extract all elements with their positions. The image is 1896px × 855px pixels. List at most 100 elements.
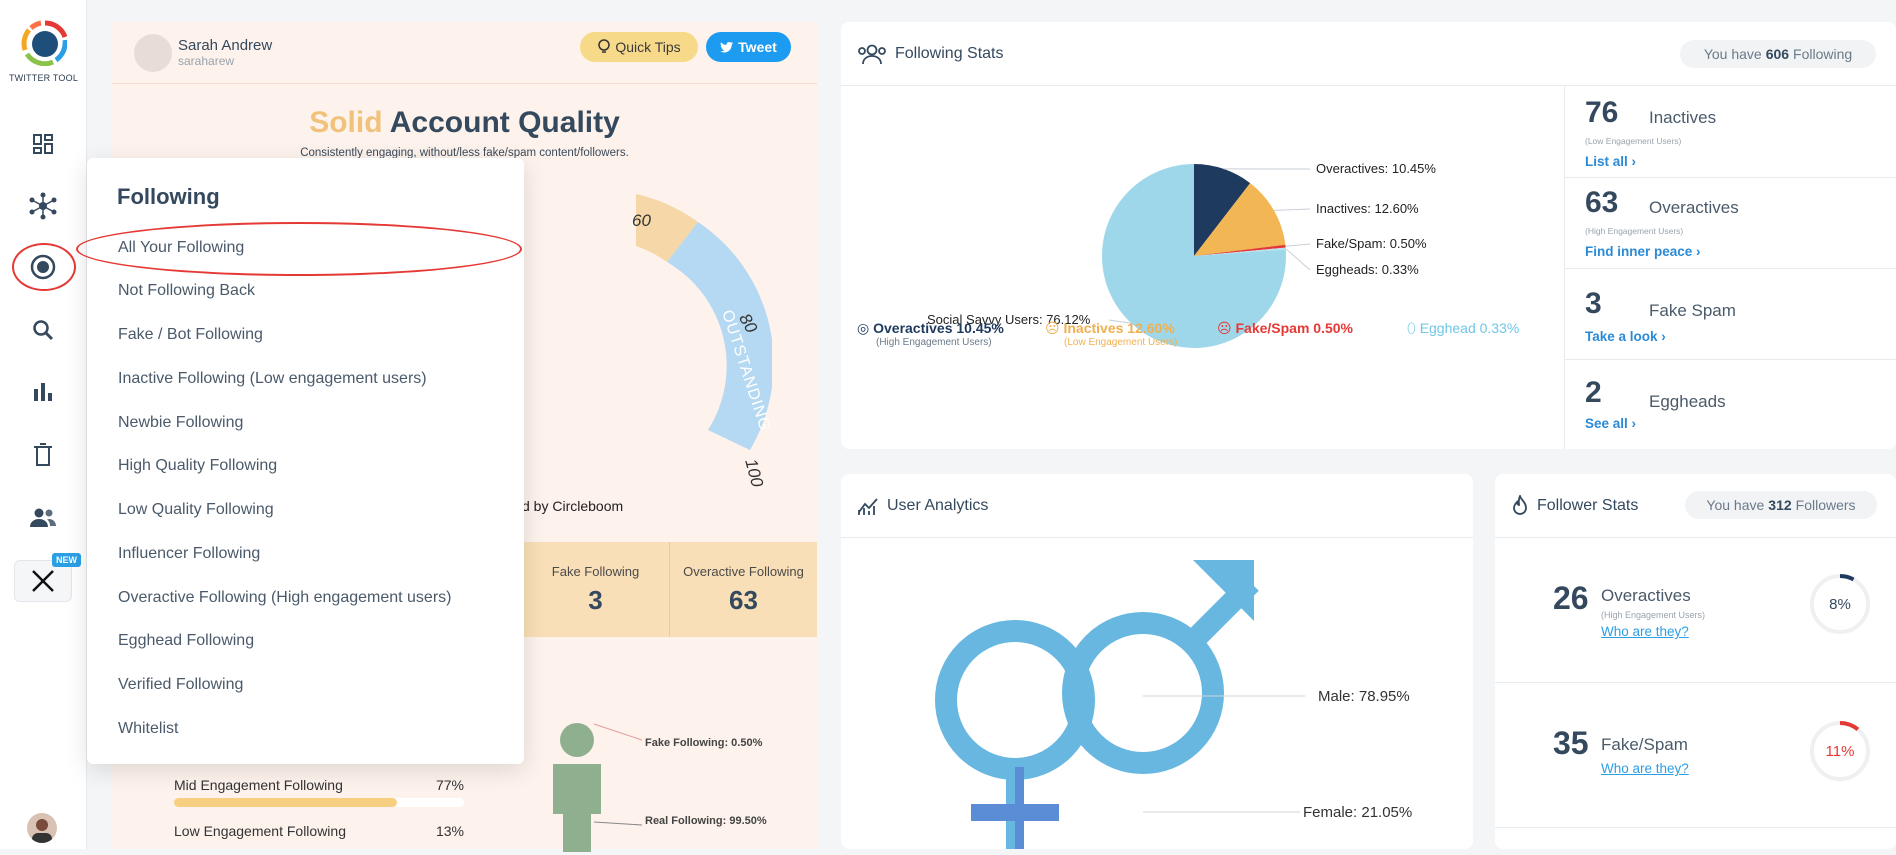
side-label: Overactives (1649, 198, 1739, 218)
following-dropdown: Following All Your Following Not Followi… (87, 158, 524, 764)
side-num: 76 (1585, 96, 1618, 130)
sidebar: TWITTER TOOL NEW (0, 0, 87, 849)
pill-count: 606 (1766, 46, 1789, 62)
legend-sub: (Low Engagement Users) (1064, 337, 1177, 348)
menu-item-low-quality[interactable]: Low Quality Following (118, 501, 274, 519)
delete-icon[interactable] (23, 435, 63, 475)
follower-fake-row: 35 Fake/Spam Who are they? 11% (1495, 683, 1896, 828)
dashboard-icon[interactable] (23, 124, 63, 164)
legend-overactives-label: ◎ Overactives 10.45% (857, 320, 1004, 336)
who-are-they-link[interactable]: Who are they? (1601, 761, 1689, 776)
side-num: 63 (1585, 186, 1618, 220)
legend-inactives-label: ☹ Inactives 12.60% (1045, 320, 1175, 336)
legend-egghead-label: ⬯ Egghead 0.33% (1407, 320, 1519, 336)
quick-tips-label: Quick Tips (615, 39, 680, 55)
pill-prefix: You have (1706, 497, 1764, 513)
lightbulb-icon (597, 39, 611, 55)
menu-item-influencer[interactable]: Influencer Following (118, 545, 260, 563)
legend-text: Inactives 12.60% (1063, 320, 1174, 336)
menu-item-inactive[interactable]: Inactive Following (Low engagement users… (118, 370, 427, 388)
side-sub: (High Engagement Users) (1585, 226, 1683, 236)
see-all-link[interactable]: See all › (1585, 416, 1636, 431)
who-are-they-link[interactable]: Who are they? (1601, 624, 1689, 639)
powered-by: d by Circleboom (522, 498, 623, 514)
menu-item-newbie[interactable]: Newbie Following (118, 414, 243, 432)
overactives-ring: 8% (1808, 572, 1872, 636)
menu-item-verified[interactable]: Verified Following (118, 676, 243, 694)
side-label: Inactives (1649, 108, 1716, 128)
side-eggheads: 2 Eggheads See all › (1565, 360, 1896, 449)
list-all-link[interactable]: List all › (1585, 154, 1636, 169)
stat-overactive-following: Overactive Following 63 (669, 542, 817, 637)
app-logo[interactable]: TWITTER TOOL (0, 20, 87, 83)
network-icon[interactable] (23, 186, 63, 226)
quality-title-rest: Account Quality (390, 106, 620, 139)
follower-label: Overactives (1601, 586, 1691, 606)
x-new-button[interactable]: NEW (14, 560, 72, 602)
search-icon[interactable] (23, 310, 63, 350)
legend-fake-spam: ☹ Fake/Spam 0.50% (1217, 320, 1353, 337)
pill-count: 312 (1768, 497, 1791, 513)
female-cross (971, 804, 1059, 821)
gender-chart: Male: 78.95% Female: 21.05% (841, 538, 1473, 849)
legend-text: Egghead 0.33% (1420, 320, 1520, 336)
stat-label: Overactive Following (670, 564, 817, 579)
pill-prefix: You have (1704, 46, 1762, 62)
legend-egghead: ⬯ Egghead 0.33% (1407, 320, 1519, 337)
male-pct: Male: 78.95% (1318, 688, 1410, 705)
logo-label: TWITTER TOOL (0, 73, 87, 83)
pie-leader-line (1274, 209, 1310, 210)
side-inactives: 76 Inactives (Low Engagement Users) List… (1565, 86, 1896, 178)
pie-label-inactives: Inactives: 12.60% (1316, 201, 1419, 216)
quality-gauge: 60 80 100 OUTSTANDING (512, 182, 772, 492)
legend-inactives: ☹ Inactives 12.60% (Low Engagement Users… (1045, 320, 1177, 348)
follower-num: 26 (1553, 580, 1589, 617)
side-num: 3 (1585, 287, 1602, 321)
analytics-icon[interactable] (23, 372, 63, 412)
find-inner-peace-link[interactable]: Find inner peace › (1585, 244, 1701, 259)
take-a-look-link[interactable]: Take a look › (1585, 329, 1666, 344)
avatar[interactable] (27, 813, 57, 843)
quick-tips-button[interactable]: Quick Tips (580, 32, 698, 62)
menu-item-overactive[interactable]: Overactive Following (High engagement us… (118, 589, 451, 607)
menu-item-whitelist[interactable]: Whitelist (118, 720, 178, 738)
follower-num: 35 (1553, 725, 1589, 762)
menu-item-high-quality[interactable]: High Quality Following (118, 457, 277, 475)
users-icon[interactable] (23, 498, 63, 538)
tweet-button[interactable]: Tweet (706, 32, 791, 62)
following-side-list: 76 Inactives (Low Engagement Users) List… (1564, 86, 1896, 449)
highlight-ring (12, 243, 76, 291)
pie-label-fake: Fake/Spam: 0.50% (1316, 236, 1427, 251)
user-avatar (134, 34, 172, 72)
bar-value: 77% (436, 777, 464, 793)
legend-sub: (High Engagement Users) (876, 337, 1004, 348)
follower-label: Fake/Spam (1601, 735, 1688, 755)
quality-title: Solid Account Quality (112, 106, 817, 140)
bar-label: Low Engagement Following (174, 823, 346, 839)
side-fake-spam: 3 Fake Spam Take a look › (1565, 269, 1896, 360)
fake-following-pct: Fake Following: 0.50% (645, 737, 762, 749)
user-handle: saraharew (178, 54, 272, 68)
follower-sub: (High Engagement Users) (1601, 610, 1705, 620)
menu-item-not-following-back[interactable]: Not Following Back (118, 282, 255, 300)
stat-value: 63 (670, 585, 817, 616)
user-analytics-title: User Analytics (887, 497, 988, 515)
following-stats-title: Following Stats (895, 45, 1004, 63)
side-label: Eggheads (1649, 392, 1726, 412)
menu-item-egghead[interactable]: Egghead Following (118, 632, 254, 650)
follower-stats-title: Follower Stats (1537, 497, 1638, 515)
tweet-label: Tweet (738, 39, 777, 55)
pie-leader-line (1285, 244, 1310, 246)
user-analytics-panel: User Analytics Male: 78.95% Female: 21.0… (841, 474, 1473, 849)
trend-chart-icon (857, 496, 879, 516)
logo-icon (21, 20, 67, 66)
menu-item-fake-bot[interactable]: Fake / Bot Following (118, 326, 263, 344)
follower-overactives-row: 26 Overactives (High Engagement Users) W… (1495, 538, 1896, 683)
legend-text: Overactives 10.45% (873, 320, 1004, 336)
